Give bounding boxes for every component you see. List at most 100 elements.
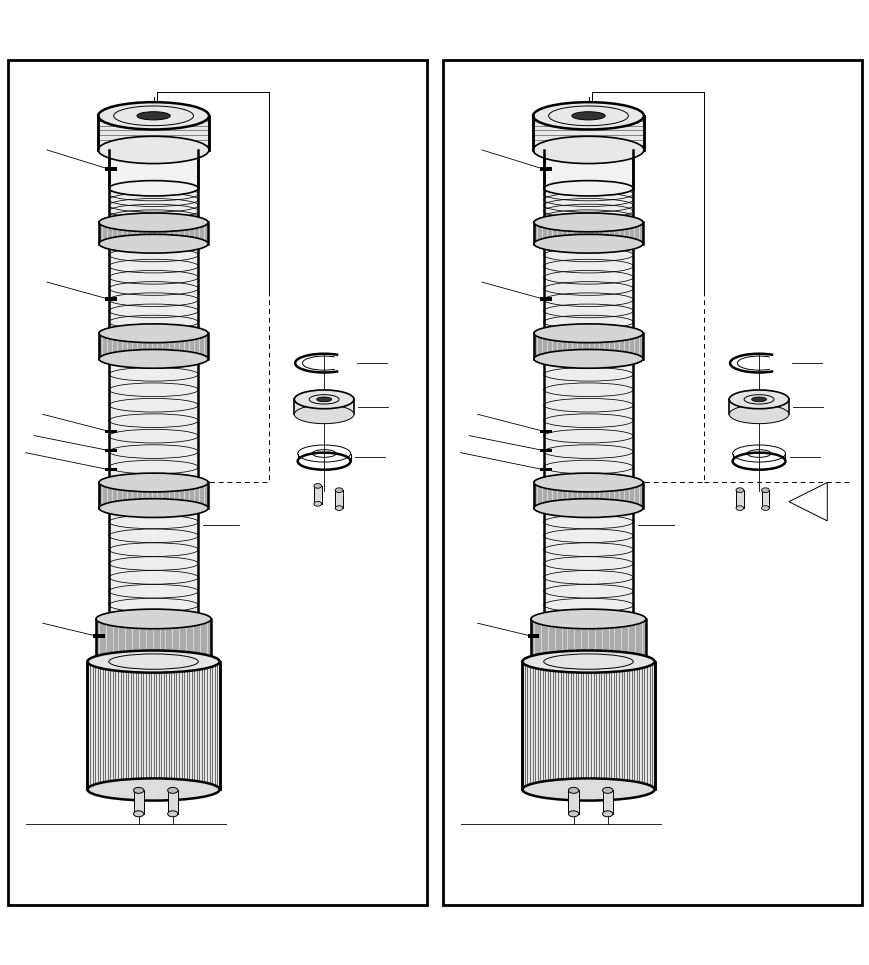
Bar	[534, 333, 642, 359]
Ellipse shape	[602, 787, 612, 793]
Ellipse shape	[109, 325, 198, 341]
Ellipse shape	[99, 499, 208, 517]
Ellipse shape	[136, 112, 170, 120]
Bar	[527, 634, 539, 638]
Bar	[335, 490, 342, 509]
Ellipse shape	[534, 234, 642, 253]
Bar	[540, 429, 552, 433]
Ellipse shape	[534, 499, 642, 517]
Ellipse shape	[751, 397, 766, 401]
Ellipse shape	[735, 506, 743, 510]
Ellipse shape	[99, 213, 208, 232]
Ellipse shape	[96, 609, 211, 629]
Ellipse shape	[99, 324, 208, 343]
Bar	[96, 619, 211, 662]
Ellipse shape	[335, 506, 342, 510]
Bar	[88, 662, 219, 789]
Ellipse shape	[533, 136, 643, 163]
Ellipse shape	[530, 651, 646, 672]
Ellipse shape	[543, 180, 633, 196]
Ellipse shape	[98, 136, 209, 163]
Ellipse shape	[534, 213, 642, 232]
Ellipse shape	[534, 349, 642, 369]
Bar	[543, 244, 633, 333]
Bar	[533, 116, 643, 150]
Bar	[133, 790, 143, 813]
Bar	[105, 449, 117, 453]
Bar	[602, 790, 612, 813]
Bar	[735, 490, 743, 509]
Ellipse shape	[567, 787, 578, 793]
Bar	[540, 449, 552, 453]
Ellipse shape	[543, 611, 633, 626]
Bar	[99, 222, 208, 244]
Ellipse shape	[760, 488, 768, 492]
Bar	[109, 509, 198, 619]
Bar	[99, 333, 208, 359]
Ellipse shape	[316, 397, 331, 401]
Bar	[99, 482, 208, 509]
Bar	[521, 662, 653, 789]
Ellipse shape	[109, 180, 198, 196]
Ellipse shape	[728, 390, 788, 409]
Bar	[314, 486, 322, 504]
Bar	[543, 150, 633, 188]
Bar	[109, 188, 198, 222]
Bar	[109, 244, 198, 333]
Ellipse shape	[543, 325, 633, 341]
Ellipse shape	[294, 405, 354, 424]
Ellipse shape	[335, 488, 342, 492]
Ellipse shape	[98, 102, 209, 129]
Bar	[294, 400, 354, 414]
Ellipse shape	[168, 811, 177, 816]
Ellipse shape	[533, 102, 643, 129]
Ellipse shape	[109, 611, 198, 626]
Ellipse shape	[760, 506, 768, 510]
Ellipse shape	[602, 811, 612, 816]
Ellipse shape	[88, 650, 219, 673]
Ellipse shape	[728, 405, 788, 424]
Bar	[109, 150, 198, 188]
Ellipse shape	[534, 473, 642, 492]
Ellipse shape	[294, 390, 354, 409]
Bar	[567, 790, 578, 813]
Bar	[543, 359, 633, 482]
Bar	[105, 468, 117, 472]
Bar	[540, 468, 552, 472]
Bar	[728, 400, 788, 414]
Bar	[543, 509, 633, 619]
Bar	[540, 297, 552, 301]
Bar	[530, 619, 646, 662]
Ellipse shape	[735, 488, 743, 492]
Ellipse shape	[571, 112, 605, 120]
Ellipse shape	[99, 234, 208, 253]
Bar	[540, 167, 552, 171]
Ellipse shape	[530, 609, 646, 629]
Ellipse shape	[133, 787, 143, 793]
Ellipse shape	[99, 349, 208, 369]
Ellipse shape	[543, 475, 633, 490]
Ellipse shape	[88, 779, 219, 801]
Bar	[109, 359, 198, 482]
Bar	[105, 167, 117, 171]
Bar	[168, 790, 177, 813]
Ellipse shape	[521, 779, 653, 801]
Ellipse shape	[534, 324, 642, 343]
Bar	[760, 490, 768, 509]
Ellipse shape	[521, 650, 653, 673]
Ellipse shape	[133, 811, 143, 816]
Bar	[98, 116, 209, 150]
Ellipse shape	[567, 811, 578, 816]
Bar	[105, 429, 117, 433]
Ellipse shape	[314, 502, 322, 507]
Ellipse shape	[314, 483, 322, 488]
Bar	[92, 634, 104, 638]
Bar	[105, 297, 117, 301]
Ellipse shape	[96, 651, 211, 672]
Bar	[534, 222, 642, 244]
Bar	[534, 482, 642, 509]
Ellipse shape	[99, 473, 208, 492]
Ellipse shape	[168, 787, 177, 793]
Ellipse shape	[109, 475, 198, 490]
Bar	[543, 188, 633, 222]
